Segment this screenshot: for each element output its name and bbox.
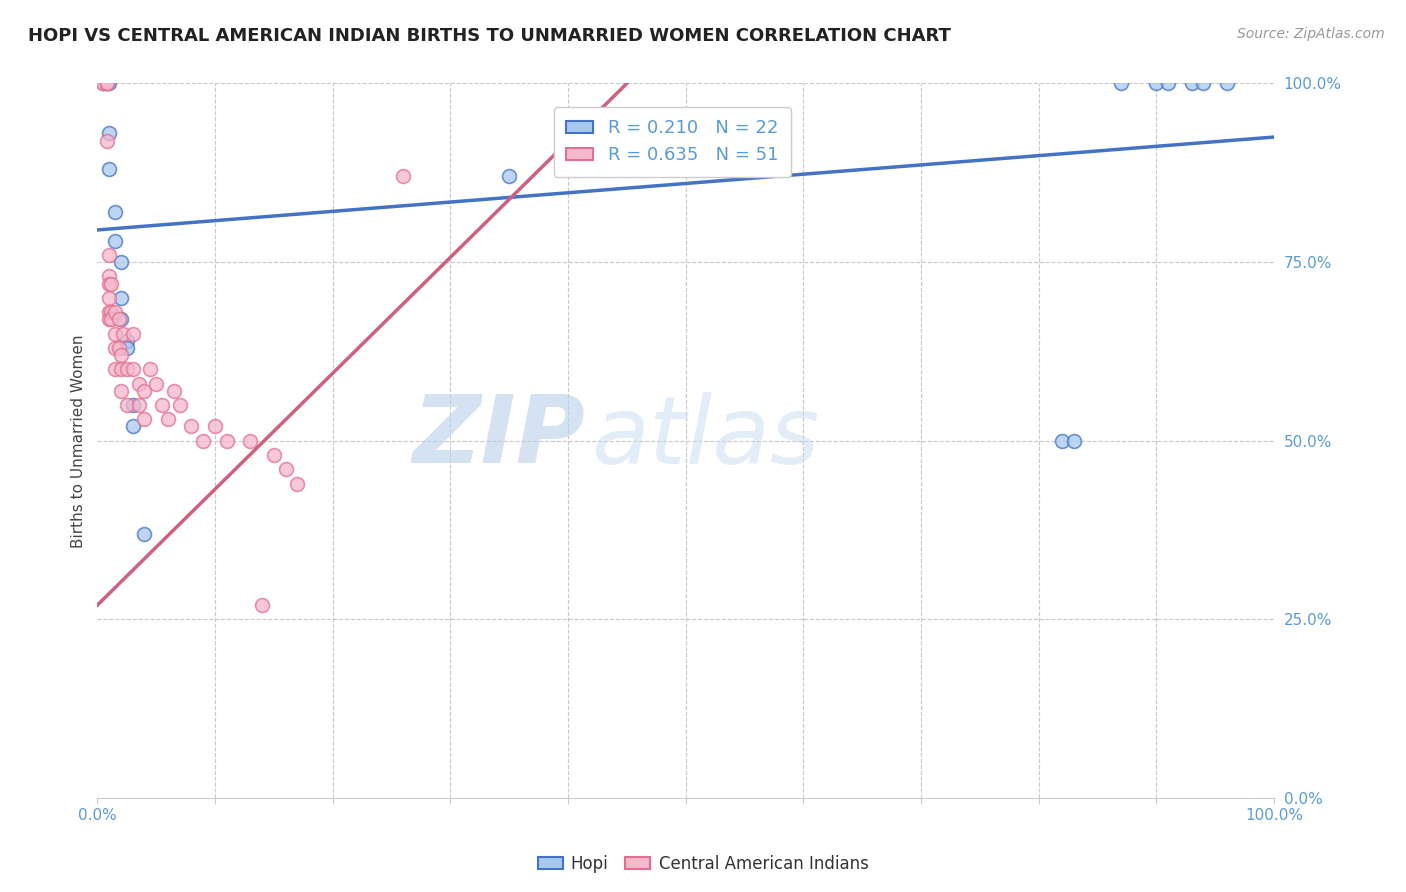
Point xyxy=(215,434,238,448)
Point xyxy=(96,77,118,91)
Point xyxy=(239,434,262,448)
Point xyxy=(115,362,138,376)
Point xyxy=(134,412,156,426)
Point xyxy=(98,77,121,91)
Point xyxy=(104,305,127,319)
Point xyxy=(100,305,122,319)
Point xyxy=(1109,77,1132,91)
Legend: Hopi, Central American Indians: Hopi, Central American Indians xyxy=(531,848,875,880)
Point xyxy=(1052,434,1074,448)
Point xyxy=(100,312,122,326)
Point xyxy=(121,398,143,412)
Point xyxy=(274,462,297,476)
Point xyxy=(96,134,118,148)
Point xyxy=(110,312,132,326)
Point xyxy=(110,384,132,398)
Point xyxy=(150,398,173,412)
Point xyxy=(107,312,129,326)
Point xyxy=(163,384,186,398)
Point xyxy=(250,598,273,612)
Point xyxy=(110,291,132,305)
Point xyxy=(110,362,132,376)
Point xyxy=(115,334,138,348)
Text: atlas: atlas xyxy=(592,392,820,483)
Text: ZIP: ZIP xyxy=(413,392,586,483)
Point xyxy=(1157,77,1180,91)
Point xyxy=(100,277,122,291)
Point xyxy=(96,77,118,91)
Text: HOPI VS CENTRAL AMERICAN INDIAN BIRTHS TO UNMARRIED WOMEN CORRELATION CHART: HOPI VS CENTRAL AMERICAN INDIAN BIRTHS T… xyxy=(28,27,950,45)
Point xyxy=(110,348,132,362)
Point xyxy=(121,362,143,376)
Point xyxy=(156,412,179,426)
Point xyxy=(110,255,132,269)
Point xyxy=(96,77,118,91)
Text: Source: ZipAtlas.com: Source: ZipAtlas.com xyxy=(1237,27,1385,41)
Point xyxy=(1216,77,1239,91)
Point xyxy=(91,77,114,91)
Point xyxy=(112,326,135,341)
Point xyxy=(96,77,118,91)
Point xyxy=(287,476,309,491)
Point xyxy=(392,169,415,184)
Point xyxy=(193,434,215,448)
Point xyxy=(98,277,121,291)
Point xyxy=(498,169,520,184)
Point xyxy=(121,326,143,341)
Point xyxy=(1144,77,1167,91)
Point xyxy=(128,376,150,391)
Point xyxy=(121,419,143,434)
Point xyxy=(1063,434,1085,448)
Legend: R = 0.210   N = 22, R = 0.635   N = 51: R = 0.210 N = 22, R = 0.635 N = 51 xyxy=(554,107,790,178)
Point xyxy=(104,326,127,341)
Point xyxy=(145,376,167,391)
Point xyxy=(104,341,127,355)
Point xyxy=(180,419,202,434)
Point xyxy=(91,77,114,91)
Point xyxy=(104,205,127,219)
Point xyxy=(1192,77,1215,91)
Point xyxy=(169,398,191,412)
Point xyxy=(128,398,150,412)
Point xyxy=(98,291,121,305)
Point xyxy=(104,234,127,248)
Point xyxy=(98,162,121,177)
Point xyxy=(107,341,129,355)
Point xyxy=(98,269,121,284)
Point xyxy=(98,312,121,326)
Y-axis label: Births to Unmarried Women: Births to Unmarried Women xyxy=(72,334,86,548)
Point xyxy=(139,362,162,376)
Point xyxy=(134,384,156,398)
Point xyxy=(115,398,138,412)
Point xyxy=(98,127,121,141)
Point xyxy=(91,77,114,91)
Point xyxy=(98,305,121,319)
Point xyxy=(98,248,121,262)
Point xyxy=(1181,77,1204,91)
Point xyxy=(104,362,127,376)
Point xyxy=(115,341,138,355)
Point xyxy=(204,419,226,434)
Point xyxy=(263,448,285,462)
Point xyxy=(134,526,156,541)
